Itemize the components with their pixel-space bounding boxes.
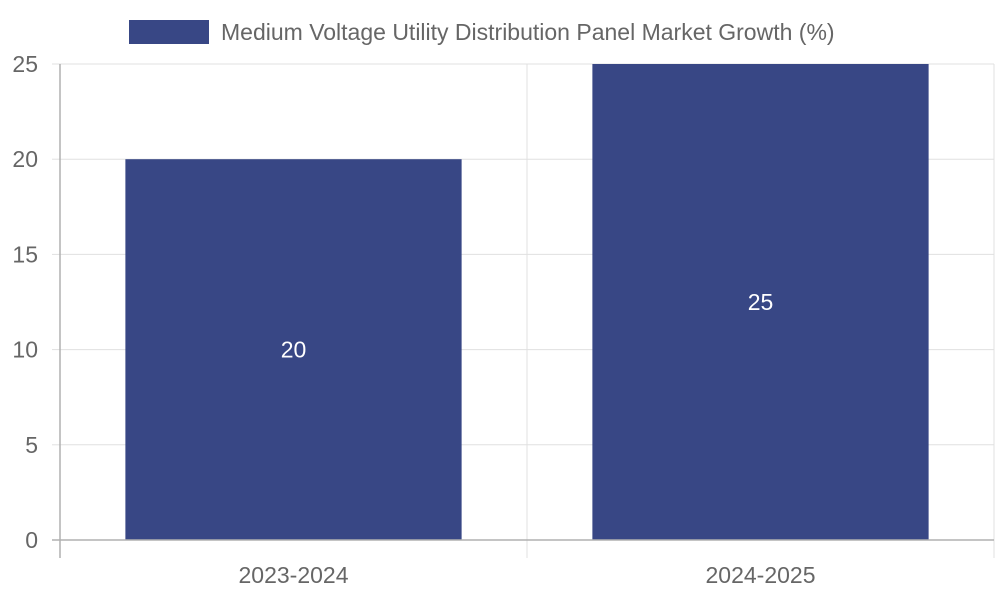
bar-2024-2025[interactable]	[592, 64, 929, 540]
bar-2023-2024[interactable]	[125, 159, 462, 540]
y-tick-label: 0	[25, 527, 38, 553]
y-tick-label: 25	[12, 51, 38, 77]
x-tick-label: 2024-2025	[706, 562, 816, 588]
bars	[125, 64, 929, 540]
legend-swatch[interactable]	[129, 20, 209, 44]
y-tick-label: 5	[25, 432, 38, 458]
axes	[52, 64, 994, 558]
y-tick-label: 15	[12, 241, 38, 267]
data-label: 25	[748, 289, 774, 315]
x-tick-label: 2023-2024	[239, 562, 349, 588]
legend-label[interactable]: Medium Voltage Utility Distribution Pane…	[221, 19, 835, 45]
tick-labels: 0 5 10 15 20 25 20 2023-2024 25 2024-2025	[12, 51, 815, 588]
y-tick-label: 10	[12, 337, 38, 363]
legend[interactable]: Medium Voltage Utility Distribution Pane…	[129, 19, 835, 45]
y-tick-label: 20	[12, 146, 38, 172]
data-label: 20	[281, 337, 307, 363]
